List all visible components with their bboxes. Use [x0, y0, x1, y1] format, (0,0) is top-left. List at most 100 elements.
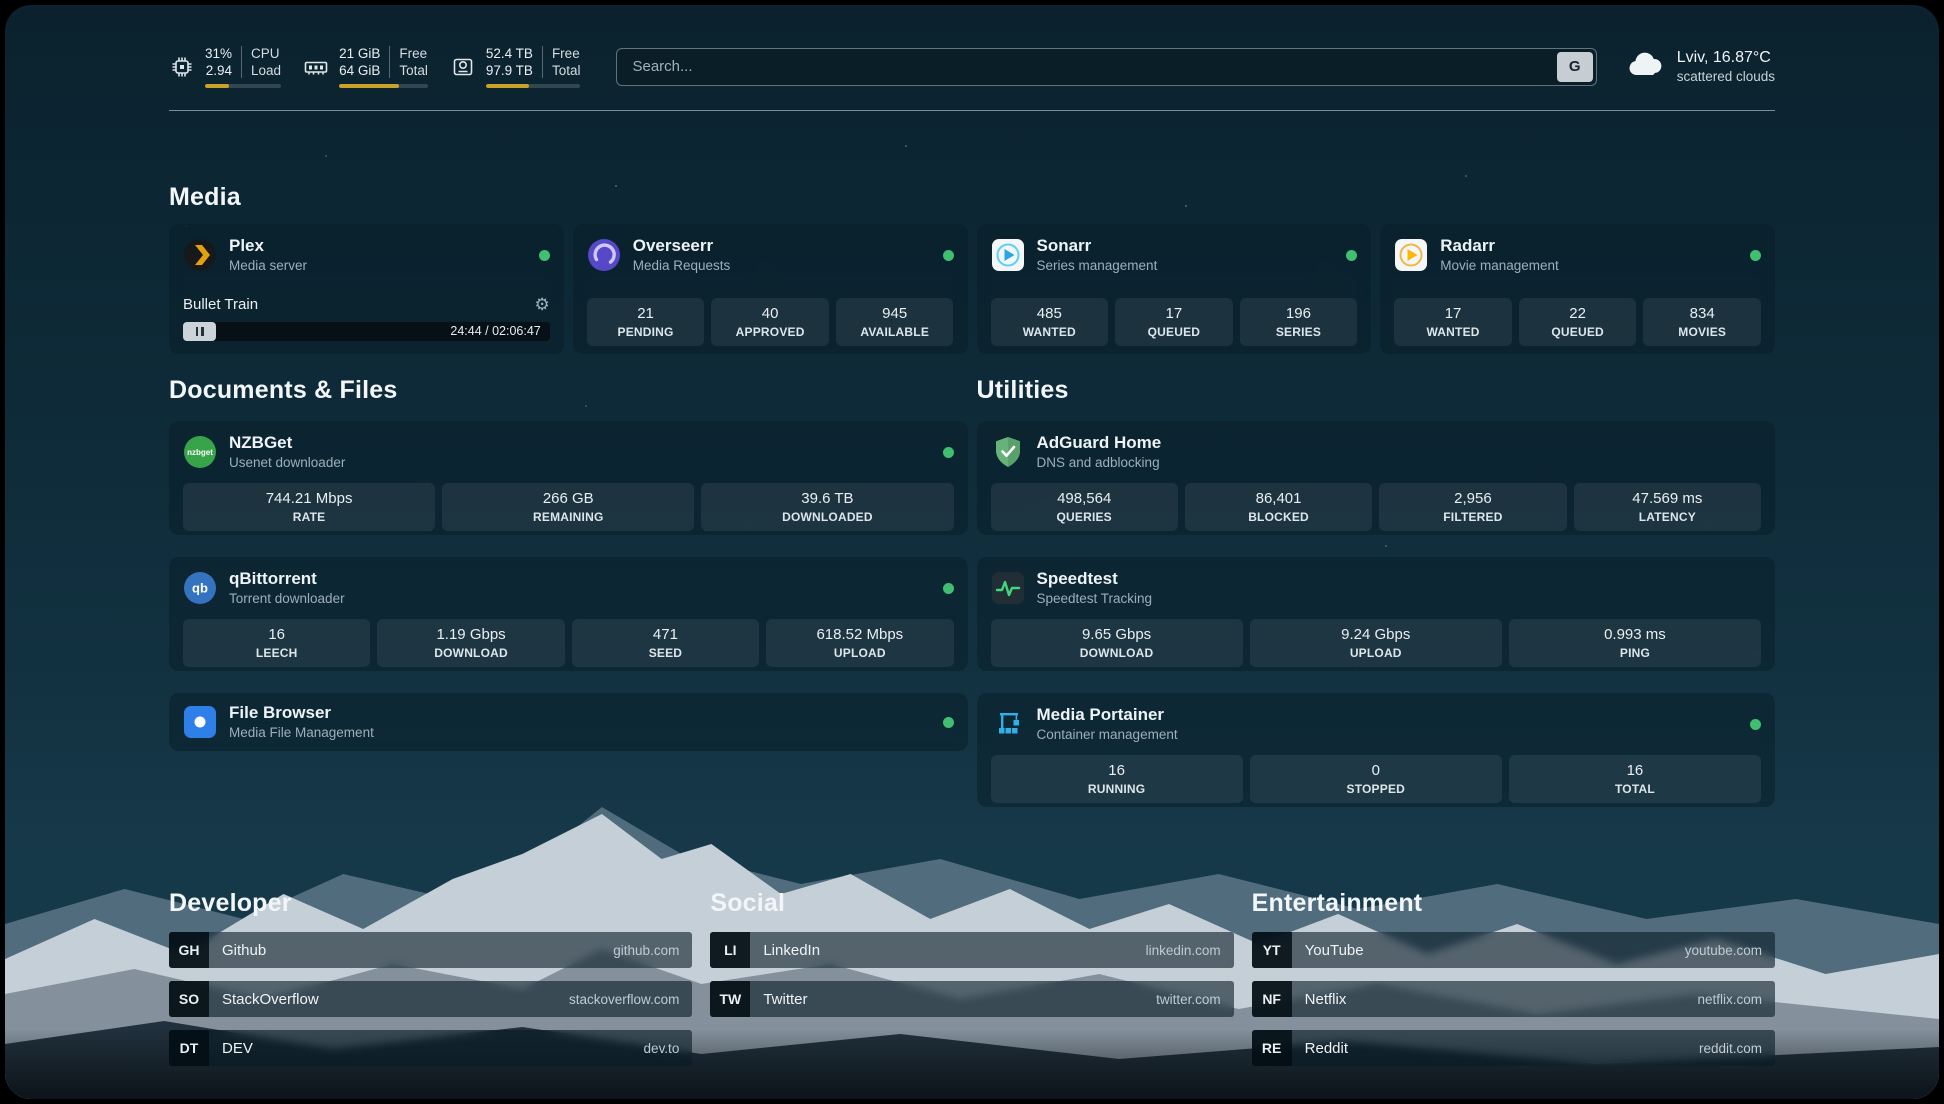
app-subtitle: Media Requests [632, 258, 731, 273]
status-indicator [1750, 249, 1761, 261]
adguard-icon [991, 435, 1025, 469]
overseerr-card[interactable]: Overseerr Media Requests 21 PENDING 40 A… [572, 224, 968, 354]
youtube-icon: YT [1251, 932, 1292, 968]
stat-pending: 21 PENDING [586, 298, 705, 346]
cpu-label: CPU [251, 46, 280, 61]
gear-icon[interactable]: ⚙ [534, 295, 550, 314]
app-name: NZBGet [229, 433, 293, 452]
cpu-load: 2.94 [205, 63, 233, 78]
filebrowser-icon [183, 705, 217, 739]
overseerr-icon [587, 238, 621, 272]
pause-icon[interactable] [195, 327, 204, 336]
bookmark-netflix[interactable]: NF Netflix netflix.com [1251, 981, 1775, 1017]
sonarr-card[interactable]: Sonarr Series management 485 WANTED 17 Q… [976, 224, 1372, 354]
nzbget-card[interactable]: nzbget NZBGet Usenet downloader 744.21 M… [169, 421, 968, 535]
filebrowser-card[interactable]: File Browser Media File Management [169, 693, 968, 751]
bookmark-youtube[interactable]: YT YouTube youtube.com [1251, 932, 1775, 968]
disk-total: 97.9 TB [485, 63, 533, 78]
weather-widget: Lviv, 16.87°C scattered clouds [1625, 49, 1775, 84]
app-subtitle: Usenet downloader [229, 455, 346, 470]
app-subtitle: Media server [229, 258, 308, 273]
app-subtitle: Torrent downloader [229, 591, 345, 606]
disk-usage-widget: 52.4 TB 97.9 TB Free Total [450, 45, 581, 88]
playback-progress-bar[interactable]: 24:44 / 02:06:47 [183, 322, 550, 341]
stat-leech: 16 LEECH [183, 619, 371, 667]
radarr-card[interactable]: Radarr Movie management 17 WANTED 22 QUE… [1380, 224, 1775, 354]
status-indicator [1346, 249, 1358, 261]
stackoverflow-icon: SO [169, 981, 209, 1017]
dev-icon: DT [169, 1030, 209, 1066]
cpu-percent: 31% [205, 46, 233, 61]
weather-location: Lviv, 16.87°C [1676, 49, 1771, 66]
section-title-utilities: Utilities [976, 376, 1069, 404]
stat-downloaded: 39.6 TB DOWNLOADED [701, 483, 954, 531]
stat-wanted: 485 WANTED [990, 298, 1109, 346]
memory-free: 21 GiB [339, 46, 381, 61]
svg-text:qb: qb [192, 581, 208, 596]
section-title-social: Social [710, 889, 786, 917]
qbittorrent-card[interactable]: qb qBittorrent Torrent downloader 16 LEE… [169, 557, 968, 671]
bookmark-twitter[interactable]: TW Twitter twitter.com [710, 981, 1234, 1017]
bookmarks-social: Social LI LinkedIn linkedin.com TW Twitt… [710, 889, 1234, 1079]
stat-movies: 834 MOVIES [1643, 298, 1761, 346]
qbittorrent-icon: qb [183, 571, 217, 605]
search-engine-button[interactable]: G [1556, 51, 1593, 82]
playback-time: 24:44 / 02:06:47 [450, 324, 541, 338]
portainer-card[interactable]: Media Portainer Container management 16 … [976, 693, 1775, 807]
adguard-card[interactable]: AdGuard Home DNS and adblocking 498,564 … [976, 421, 1775, 535]
bookmark-linkedin[interactable]: LI LinkedIn linkedin.com [710, 932, 1234, 968]
stat-ping: 0.993 ms PING [1508, 619, 1762, 667]
bookmark-stackoverflow[interactable]: SO StackOverflow stackoverflow.com [169, 981, 693, 1017]
stat-remaining: 266 GB REMAINING [442, 483, 695, 531]
reddit-icon: RE [1251, 1030, 1292, 1066]
disk-free: 52.4 TB [485, 46, 533, 61]
speedtest-icon [991, 571, 1025, 605]
status-indicator [942, 446, 954, 458]
linkedin-icon: LI [710, 932, 751, 968]
section-title-documents: Documents & Files [169, 376, 398, 404]
app-subtitle: Movie management [1440, 258, 1559, 273]
cpu-icon [169, 54, 195, 80]
utilities-section: Utilities AdGuard Home [976, 376, 1775, 829]
stat-total: 16 TOTAL [1508, 755, 1762, 803]
plex-card[interactable]: Plex Media server Bullet Train ⚙ 24:44 /… [169, 224, 564, 354]
search-input[interactable] [616, 47, 1597, 86]
weather-condition: scattered clouds [1676, 69, 1775, 84]
status-indicator [942, 716, 954, 728]
divider [241, 46, 243, 78]
stat-available: 945 AVAILABLE [835, 298, 954, 346]
stat-upload: 9.24 Gbps UPLOAD [1249, 619, 1502, 667]
top-bar: 31% 2.94 CPU Load [169, 45, 1775, 88]
stat-latency: 47.569 ms LATENCY [1573, 483, 1761, 531]
documents-section: Documents & Files nzbget NZBGet Usenet d [169, 376, 968, 829]
bookmark-dev[interactable]: DT DEV dev.to [169, 1030, 693, 1066]
bookmark-github[interactable]: GH Github github.com [169, 932, 693, 968]
speedtest-card[interactable]: Speedtest Speedtest Tracking 9.65 Gbps D… [976, 557, 1775, 671]
stat-wanted: 17 WANTED [1394, 298, 1512, 346]
nzbget-icon: nzbget [183, 435, 217, 469]
app-name: Sonarr [1036, 236, 1092, 255]
memory-free-label: Free [399, 46, 428, 61]
stat-series: 196 SERIES [1239, 298, 1358, 346]
status-indicator [1750, 718, 1761, 730]
status-indicator [942, 249, 954, 261]
header-divider [169, 110, 1775, 111]
stat-queued: 17 QUEUED [1115, 298, 1233, 346]
dashboard-screen: 31% 2.94 CPU Load [5, 5, 1939, 1099]
app-subtitle: DNS and adblocking [1036, 455, 1160, 470]
portainer-icon [991, 707, 1025, 741]
section-title-media: Media [169, 183, 241, 211]
app-name: Radarr [1440, 236, 1496, 255]
disk-icon [450, 54, 476, 80]
bookmarks-developer: Developer GH Github github.com SO StackO… [169, 889, 693, 1079]
stat-download: 9.65 Gbps DOWNLOAD [990, 619, 1243, 667]
stat-running: 16 RUNNING [990, 755, 1243, 803]
search-bar: G [616, 47, 1597, 86]
now-playing-title: Bullet Train [183, 296, 259, 313]
app-name: Media Portainer [1036, 705, 1165, 724]
app-name: File Browser [229, 703, 332, 722]
stat-filtered: 2,956 FILTERED [1379, 483, 1567, 531]
plex-icon [183, 238, 217, 272]
bookmark-reddit[interactable]: RE Reddit reddit.com [1251, 1030, 1775, 1066]
app-subtitle: Container management [1036, 727, 1178, 742]
